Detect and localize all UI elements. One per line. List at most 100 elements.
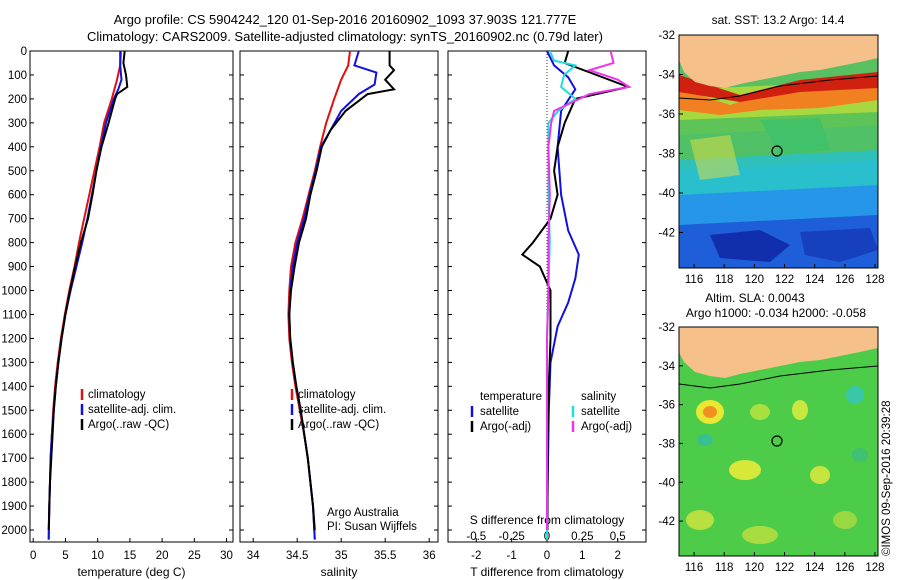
depth-tick-label: 1300 [1, 357, 27, 369]
xtick-label: 0 [30, 550, 36, 562]
xtick-label: 30 [220, 550, 233, 562]
sst-land-polygon [679, 35, 878, 88]
xtick-label: -1 [507, 550, 517, 562]
depth-tick-label: 1000 [1, 286, 27, 298]
legend-title: salinity [581, 391, 616, 403]
sla-map-title-line2: Argo h1000: -0.034 h2000: -0.058 [686, 306, 866, 320]
xtick-label: 1 [579, 550, 585, 562]
sla-argo-location-marker [771, 435, 783, 447]
map-lat-tick-label: -36 [658, 109, 675, 121]
depth-tick-label: 1700 [1, 453, 27, 465]
temperature-axes-frame [29, 50, 234, 543]
map-lon-tick-label: 120 [745, 562, 764, 574]
depth-tick-label: 500 [8, 166, 27, 178]
temperature-series-2 [47, 50, 129, 531]
xtick-label: 34.5 [286, 550, 308, 562]
map-lon-tick-label: 116 [685, 274, 703, 286]
legend-title: temperature [480, 391, 542, 403]
credit-annotation-line2: PI: Susan Wijffels [327, 521, 417, 533]
legend-entry: climatology [298, 389, 356, 401]
sst-map-ticks: 116 118 120 122 124 126 128 -32 -34 -36 -38 -40 -42 [658, 30, 884, 286]
difference-series-1 [520, 50, 632, 531]
sla-land-polygon [679, 327, 878, 378]
map-lat-tick-label: -38 [658, 438, 675, 450]
map-lon-tick-label: 122 [775, 274, 794, 286]
depth-tick-label: 900 [8, 262, 27, 274]
temperature-xlabel: temperature (deg C) [77, 565, 185, 579]
difference-panel: -2 -1 0 1 2 T difference from climatology -0.5… [447, 50, 647, 579]
sla-map-ticks: 116 118 120 122 124 126 128 -32 -34 -36 -38 -40 -42 [658, 322, 884, 574]
xtick-label: 10 [91, 550, 104, 562]
sla-map-title-line1: Altim. SLA: 0.0043 [705, 291, 805, 305]
credit-annotation-line1: Argo Australia [327, 507, 399, 519]
xtick-label: 35 [335, 550, 348, 562]
temperature-panel: 0100200300400500600700800900100011001200… [1, 46, 234, 579]
map-lon-tick-label: 122 [775, 562, 794, 574]
legend-entry: Argo(..raw -QC) [88, 419, 169, 431]
salinity-diff-tick-label: -0.5 [466, 531, 486, 543]
depth-tick-label: 300 [8, 118, 27, 130]
salinity-diff-tick-label: 0.25 [571, 531, 593, 543]
legend-entry: Argo(-adj) [581, 421, 632, 433]
map-lat-tick-label: -42 [658, 227, 675, 239]
salinity-diff-tick-label: -0.25 [499, 531, 525, 543]
xtick-label: 2 [615, 550, 621, 562]
salinity-xlabel: salinity [321, 565, 358, 579]
sla-map: Altim. SLA: 0.0043 Argo h1000: -0.034 h2… [658, 291, 884, 574]
sst-map-title: sat. SST: 13.2 Argo: 14.4 [712, 13, 845, 27]
salinity-panel: 34 34.5 35 35.5 36 salinity climatology satelli… [239, 50, 439, 579]
figure-title-line1: Argo profile: CS 5904242_120 01-Sep-2016… [114, 12, 577, 27]
depth-tick-label: 400 [8, 142, 27, 154]
temperature-series-0 [47, 50, 122, 540]
map-lat-tick-label: -40 [658, 477, 675, 489]
depth-tick-label: 1200 [1, 333, 27, 345]
xtick-label: 15 [123, 550, 136, 562]
xtick-label: 34 [247, 550, 260, 562]
legend-entry: satellite [581, 406, 620, 418]
legend-entry: Argo(..raw -QC) [298, 419, 379, 431]
depth-tick-label: 100 [8, 70, 27, 82]
temperature-series-1 [47, 51, 123, 540]
salinity-series-0 [287, 50, 351, 540]
map-lat-tick-label: -36 [658, 400, 675, 412]
map-lat-tick-label: -34 [658, 361, 675, 373]
xtick-label: 20 [156, 550, 169, 562]
legend-entry: satellite [480, 406, 519, 418]
map-lon-tick-label: 120 [745, 274, 764, 286]
xtick-label: 35.5 [374, 550, 396, 562]
map-lon-tick-label: 118 [715, 562, 733, 574]
depth-tick-label: 1600 [1, 429, 27, 441]
salinity-diff-tick-label: 0.5 [610, 531, 626, 543]
map-lat-tick-label: -34 [658, 69, 675, 81]
xtick-label: 25 [188, 550, 201, 562]
xtick-label: 0 [544, 550, 550, 562]
salinity-series-2 [288, 51, 396, 531]
depth-tick-label: 0 [21, 46, 27, 58]
depth-tick-label: 2000 [1, 525, 27, 537]
imos-credit: ©IMOS 09-Sep-2016 20:39:28 [881, 400, 893, 556]
legend-entry: Argo(-adj) [480, 421, 531, 433]
map-lat-tick-label: -42 [658, 516, 675, 528]
xtick-label: 36 [423, 550, 436, 562]
map-lon-tick-label: 126 [835, 274, 854, 286]
depth-tick-label: 1800 [1, 477, 27, 489]
sla-map-image [679, 327, 878, 556]
depth-tick-label: 1400 [1, 381, 27, 393]
map-lat-tick-label: -40 [658, 188, 675, 200]
sst-map: sat. SST: 13.2 Argo: 14.4 116 118 120 122 12… [658, 13, 884, 286]
map-lon-tick-label: 128 [865, 562, 884, 574]
map-lon-tick-label: 118 [715, 274, 733, 286]
difference-xlabel: T difference from climatology [470, 565, 624, 579]
sst-map-image [679, 35, 878, 268]
map-lat-tick-label: -32 [658, 322, 675, 334]
map-lon-tick-label: 116 [685, 562, 703, 574]
figure-title-line2: Climatology: CARS2009. Satellite-adjuste… [87, 29, 603, 44]
map-lon-tick-label: 128 [865, 274, 884, 286]
legend-entry: climatology [88, 389, 146, 401]
difference-series-3 [546, 50, 632, 530]
depth-tick-label: 200 [8, 94, 27, 106]
depth-tick-label: 1100 [2, 309, 27, 321]
depth-tick-label: 1900 [1, 501, 27, 513]
xtick-label: -2 [471, 550, 481, 562]
